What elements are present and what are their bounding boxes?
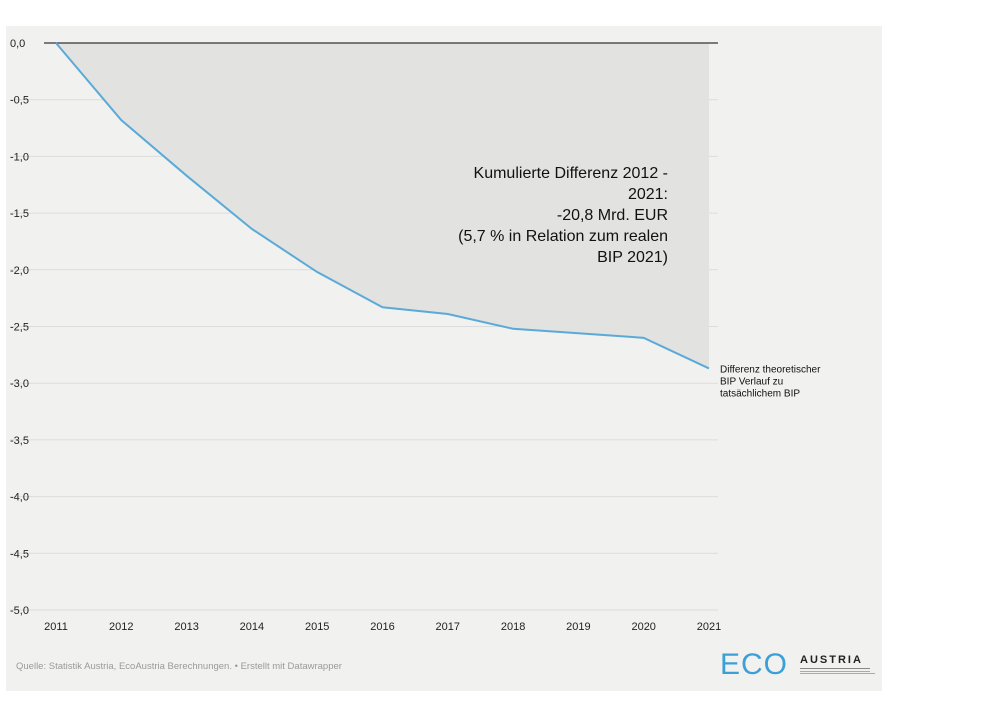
x-tick-label: 2021 (697, 621, 721, 633)
y-tick-label: -1,0 (10, 151, 29, 163)
annotation-line: Kumulierte Differenz 2012 - (474, 165, 668, 182)
x-tick-label: 2016 (370, 621, 394, 633)
annotation-line: (5,7 % in Relation zum realen (458, 228, 668, 245)
series-label-line: tatsächlichem BIP (720, 388, 800, 399)
x-axis-ticks: 2011 2012 2013 2014 2015 2016 2017 2018 2019 2020… (44, 621, 721, 633)
source-note: Quelle: Statistik Austria, EcoAustria Be… (16, 661, 342, 672)
y-axis-ticks: 0,0 -0,5 -1,0 -1,5 -2,0 -2,5 -3,0 -3,5 -4,0 -4,5 -… (10, 38, 29, 617)
y-tick-label: -2,5 (10, 322, 29, 334)
y-tick-label: -2,0 (10, 265, 29, 277)
x-tick-label: 2018 (501, 621, 525, 633)
x-tick-label: 2012 (109, 621, 133, 633)
x-tick-label: 2014 (240, 621, 264, 633)
y-tick-label: -0,5 (10, 95, 29, 107)
x-tick-label: 2011 (44, 621, 68, 633)
y-tick-label: -5,0 (10, 605, 29, 617)
annotation-text: Kumulierte Differenz 2012 - 2021: -20,8 Mr… (458, 165, 668, 266)
series-line (55, 42, 710, 370)
y-tick-label: -1,5 (10, 208, 29, 220)
logo-subline-2 (800, 673, 875, 676)
x-tick-label: 2013 (174, 621, 198, 633)
y-tick-label: -3,5 (10, 435, 29, 447)
logo-austria: AUSTRIA (800, 654, 863, 666)
x-tick-label: 2020 (631, 621, 655, 633)
series-label-line: Differenz theoretischer (720, 364, 821, 375)
series-label-line: BIP Verlauf zu (720, 376, 783, 387)
annotation-line: 2021: (628, 186, 668, 203)
logo-subline (800, 668, 870, 672)
y-tick-label: -4,0 (10, 492, 29, 504)
y-tick-label: 0,0 (10, 38, 25, 50)
x-tick-label: 2019 (566, 621, 590, 633)
y-tick-label: -4,5 (10, 548, 29, 560)
ecoaustria-logo: ECO AUSTRIA (720, 648, 880, 684)
logo-eco: ECO (720, 648, 789, 681)
area-fill (56, 43, 709, 369)
x-tick-label: 2015 (305, 621, 329, 633)
annotation-line: -20,8 Mrd. EUR (557, 207, 668, 224)
annotation-line: BIP 2021) (597, 249, 668, 266)
x-tick-label: 2017 (436, 621, 460, 633)
y-tick-label: -3,0 (10, 378, 29, 390)
